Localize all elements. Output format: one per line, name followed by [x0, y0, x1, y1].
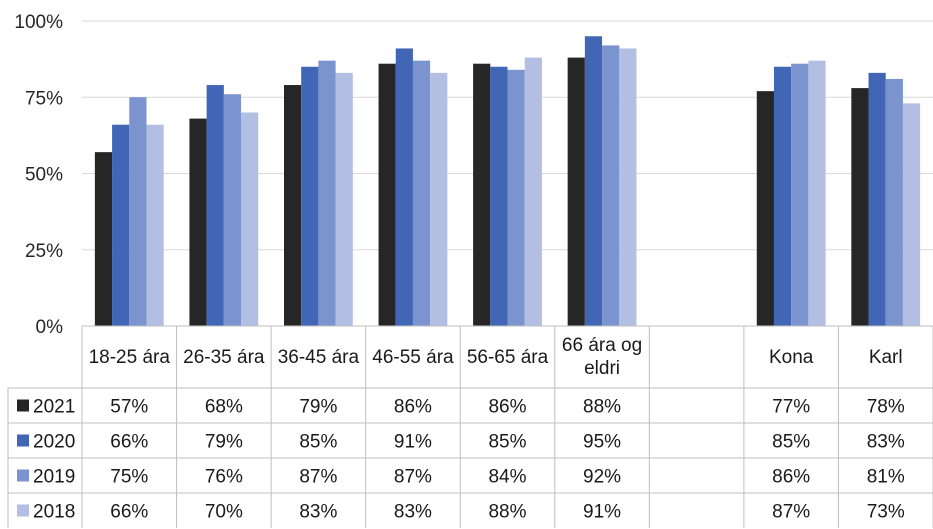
data-label: 75% — [110, 467, 148, 488]
bar-2018-1 — [241, 112, 259, 326]
legend-label: 2018 — [33, 502, 75, 523]
bar-2020-1 — [206, 85, 224, 326]
legend-label: 2021 — [33, 397, 75, 418]
data-label: 66% — [110, 502, 148, 523]
y-tick-label: 0% — [36, 317, 64, 338]
y-tick-label: 50% — [25, 165, 63, 186]
data-label: 91% — [583, 502, 621, 523]
data-label: 77% — [772, 397, 810, 418]
data-label: 79% — [299, 397, 337, 418]
data-label: 76% — [205, 467, 243, 488]
legend-label: 2020 — [33, 432, 75, 453]
category-label: Kona — [769, 347, 814, 368]
category-label: 18-25 ára — [89, 347, 171, 368]
y-tick-label: 75% — [25, 88, 63, 109]
data-label: 79% — [205, 432, 243, 453]
bar-2021-4 — [473, 63, 491, 326]
data-label: 83% — [299, 502, 337, 523]
bar-2019-0 — [129, 97, 147, 326]
data-label: 57% — [110, 397, 148, 418]
bar-2018-3 — [430, 72, 448, 326]
data-label: 87% — [299, 467, 337, 488]
data-label: 86% — [488, 397, 526, 418]
data-label: 88% — [583, 397, 621, 418]
category-label: 56-65 ára — [467, 347, 549, 368]
bar-2020-2 — [301, 66, 319, 326]
category-label: eldri — [584, 358, 620, 379]
bar-2019-1 — [223, 94, 242, 326]
bar-2018-4 — [524, 57, 542, 326]
data-label: 95% — [583, 432, 621, 453]
legend-swatch-2021 — [17, 399, 29, 412]
data-label: 78% — [867, 397, 905, 418]
data-label: 83% — [394, 502, 432, 523]
data-label: 70% — [205, 502, 243, 523]
data-label: 68% — [205, 397, 243, 418]
bar-2019-3 — [412, 60, 431, 327]
data-label: 85% — [299, 432, 337, 453]
bar-2021-7 — [756, 91, 774, 327]
data-label: 73% — [867, 502, 905, 523]
data-label: 84% — [488, 467, 526, 488]
category-label: 66 ára og — [562, 335, 642, 356]
legend-swatch-2019 — [17, 469, 29, 482]
bar-2021-3 — [378, 63, 396, 326]
bar-2018-2 — [335, 72, 353, 326]
bar-2020-4 — [490, 66, 508, 326]
bar-2018-8 — [902, 103, 921, 326]
bar-2018-7 — [808, 60, 826, 327]
bar-2021-5 — [567, 57, 585, 326]
bar-2019-8 — [885, 78, 903, 326]
category-label: 36-45 ára — [278, 347, 360, 368]
bar-2021-0 — [94, 152, 113, 326]
bar-2020-5 — [584, 36, 603, 326]
data-label: 86% — [772, 467, 810, 488]
bar-2021-1 — [189, 118, 207, 326]
bar-2021-2 — [283, 85, 302, 326]
data-label: 92% — [583, 467, 621, 488]
bar-2018-5 — [619, 48, 637, 326]
bar-2020-7 — [773, 66, 792, 326]
data-label: 85% — [488, 432, 526, 453]
data-label: 86% — [394, 397, 432, 418]
data-label: 87% — [394, 467, 432, 488]
data-label: 83% — [867, 432, 905, 453]
bar-2021-8 — [851, 88, 869, 326]
bar-2020-3 — [395, 48, 413, 326]
data-label: 85% — [772, 432, 810, 453]
bar-2020-8 — [868, 72, 886, 326]
category-label: 46-55 ára — [372, 347, 454, 368]
category-label: 26-35 ára — [183, 347, 265, 368]
bar-2018-0 — [146, 124, 164, 326]
bar-2020-0 — [112, 124, 130, 326]
legend-swatch-2018 — [17, 504, 29, 517]
data-label: 88% — [488, 502, 526, 523]
legend-swatch-2020 — [17, 434, 29, 447]
data-label: 87% — [772, 502, 810, 523]
bar-2019-4 — [507, 69, 525, 327]
data-label: 66% — [110, 432, 148, 453]
bar-2019-5 — [602, 45, 620, 327]
data-label: 91% — [394, 432, 432, 453]
legend-label: 2019 — [33, 467, 75, 488]
y-tick-label: 25% — [25, 241, 63, 262]
bar-2019-2 — [318, 60, 336, 327]
data-label: 81% — [867, 467, 905, 488]
bar-2019-7 — [791, 63, 809, 326]
category-label: Karl — [869, 347, 903, 368]
y-tick-label: 100% — [14, 12, 63, 33]
